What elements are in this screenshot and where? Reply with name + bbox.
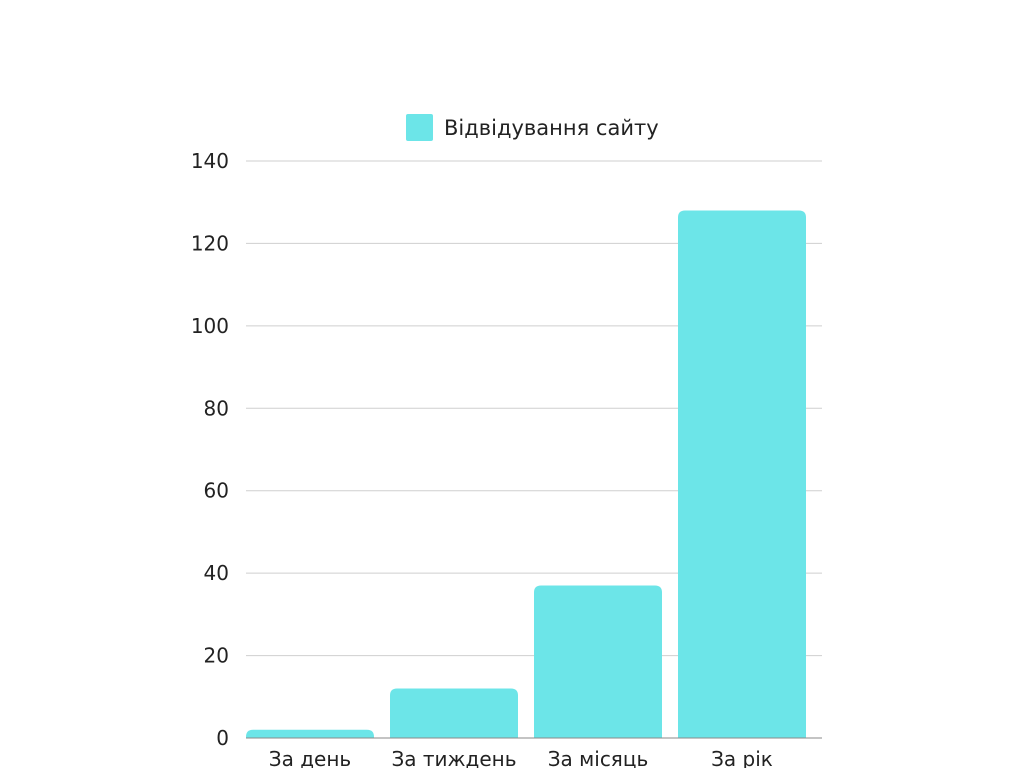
y-tick-label: 80: [204, 396, 229, 420]
bar: [678, 210, 806, 738]
x-category-label: За рік: [711, 747, 773, 768]
y-tick-label: 120: [191, 231, 229, 255]
x-category-label: За тиждень: [391, 747, 516, 768]
bar: [246, 729, 374, 738]
bars: [246, 210, 806, 738]
y-tick-label: 100: [191, 314, 229, 338]
x-axis-categories: За день За тиждень За місяць За рік: [269, 747, 773, 768]
y-tick-label: 0: [216, 726, 229, 750]
gridlines: [246, 160, 822, 657]
y-tick-label: 140: [191, 149, 229, 173]
y-tick-label: 20: [204, 644, 229, 668]
legend: Відвідування сайту: [406, 114, 659, 141]
bar: [390, 688, 518, 738]
y-tick-label: 60: [204, 479, 229, 503]
legend-label: Відвідування сайту: [444, 116, 659, 140]
legend-swatch: [406, 114, 433, 141]
x-category-label: За день: [269, 747, 351, 768]
y-axis-ticks: 0 20 40 60 80 100 120 140: [191, 149, 229, 750]
x-category-label: За місяць: [548, 747, 649, 768]
y-tick-label: 40: [204, 561, 229, 585]
bar: [534, 585, 662, 738]
